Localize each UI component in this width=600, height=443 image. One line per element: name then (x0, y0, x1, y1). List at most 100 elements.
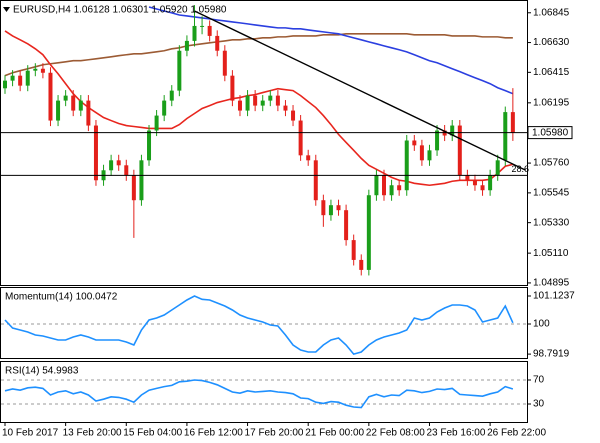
candle-body (397, 185, 402, 191)
candle-body (109, 160, 114, 171)
candle-body (3, 80, 7, 89)
panel-title: RSI(14) 54.9983 (5, 366, 79, 377)
y-tick-label: 1.06845 (533, 7, 570, 18)
candle-body (472, 180, 477, 186)
candle-body (192, 25, 197, 41)
candle-body (10, 75, 15, 81)
candle-body (230, 75, 235, 101)
candle-body (116, 160, 121, 166)
indicator-line (4, 33, 513, 77)
candle-body (283, 105, 288, 111)
candle-body (253, 95, 258, 106)
candle-body (336, 205, 341, 211)
candle-body (495, 160, 500, 176)
symbol-menu-icon[interactable] (3, 7, 10, 12)
candle-body (184, 40, 189, 51)
candle-body (139, 160, 144, 201)
x-tick-label: 10 Feb 2017 (2, 428, 59, 439)
panel-title: Momentum(14) 100.0472 (5, 292, 118, 303)
candle-body (222, 50, 227, 76)
candle-body (313, 160, 318, 201)
candle-body (93, 125, 98, 181)
y-tick-label: 1.05545 (533, 188, 570, 199)
candle-body (488, 175, 493, 191)
candle-body (154, 115, 159, 131)
candle-body (162, 100, 167, 116)
candle-body (359, 259, 364, 270)
candle-body (291, 110, 296, 121)
candle-body (25, 70, 30, 86)
candle-body (48, 72, 53, 121)
candle-body (366, 195, 371, 270)
candle-body (131, 175, 136, 201)
candle-body (457, 125, 462, 176)
candle-body (298, 120, 303, 156)
x-tick-label: 23 Feb 16:00 (426, 428, 485, 439)
level-label: 1.05980 (532, 127, 569, 138)
candle-body (419, 145, 424, 161)
y-tick-label: 100 (533, 319, 550, 330)
candle-body (328, 205, 333, 216)
candle-body (435, 130, 440, 151)
x-tick-label: 22 Feb 08:00 (366, 428, 425, 439)
candle-body (389, 185, 394, 196)
candle-body (427, 150, 432, 161)
panel-frame (0, 287, 528, 359)
candle-body (404, 140, 409, 191)
x-tick-label: 16 Feb 12:00 (184, 428, 243, 439)
y-tick-label: 70 (533, 375, 545, 386)
y-tick-label: 1.06415 (533, 67, 570, 78)
candle-body (412, 140, 417, 146)
level-label-box (527, 126, 573, 140)
candle-body (510, 112, 515, 133)
candle-body (71, 95, 76, 111)
panel-frame (0, 0, 528, 286)
candle-body (245, 95, 250, 111)
candle-body (200, 25, 205, 27)
y-tick-label: 98.7919 (533, 349, 570, 360)
x-tick-label: 13 Feb 20:00 (63, 428, 122, 439)
y-tick-label: 101.1237 (533, 291, 575, 302)
indicator-line (4, 379, 514, 409)
candle-body (450, 125, 455, 136)
y-tick-label: 30 (533, 399, 545, 410)
panel-title: EURUSD,H4 1.06128 1.06301 1.05920 1.0598… (13, 5, 227, 16)
candle-body (382, 175, 386, 196)
candle-body (33, 68, 38, 71)
y-tick-label: 1.05330 (533, 217, 570, 228)
candle-body (86, 100, 91, 126)
candle-body (207, 25, 212, 36)
x-tick-label: 26 Feb 22:00 (487, 428, 546, 439)
candle-body (321, 200, 326, 216)
level-label: 28.6 (511, 164, 529, 174)
x-tick-label: 21 Feb 00:00 (305, 428, 364, 439)
y-tick-label: 1.04895 (533, 278, 570, 289)
y-tick-label: 1.06630 (533, 37, 570, 48)
candle-body (18, 75, 23, 86)
candle-body (78, 100, 83, 111)
x-tick-label: 15 Feb 04:00 (123, 428, 182, 439)
x-tick-label: 17 Feb 20:00 (245, 428, 304, 439)
candle-body (124, 165, 129, 176)
candle-body (503, 112, 508, 161)
candle-body (260, 100, 265, 106)
trendline (194, 10, 527, 171)
candle-body (275, 95, 280, 106)
candle-body (147, 130, 152, 161)
candle-body (215, 35, 220, 51)
y-tick-label: 1.06195 (533, 97, 570, 108)
candle-body (344, 210, 349, 241)
candle-body (40, 68, 45, 73)
candle-body (465, 175, 470, 181)
panel-frame (0, 361, 528, 423)
candle-body (374, 175, 379, 196)
candle-body (56, 100, 61, 121)
candle-body (237, 100, 242, 111)
candle-body (63, 95, 68, 101)
candle-body (177, 50, 182, 91)
candle-body (306, 155, 311, 161)
candle-body (169, 90, 174, 101)
